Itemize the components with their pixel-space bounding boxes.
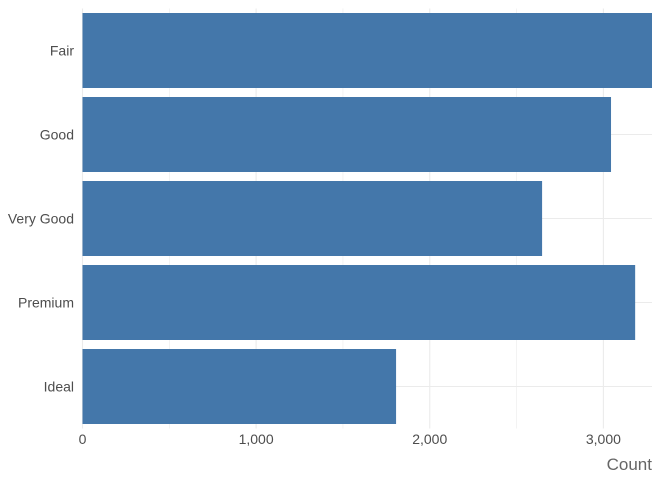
bar-good xyxy=(82,97,612,172)
x-tick-label: 0 xyxy=(79,431,87,447)
y-tick-label: Very Good xyxy=(8,211,74,227)
x-tick-labels: 0 1,000 2,000 3,000 xyxy=(79,431,622,447)
y-tick-label: Good xyxy=(40,127,74,143)
bar-very-good xyxy=(82,181,543,256)
x-tick-label: 1,000 xyxy=(239,431,274,447)
y-tick-labels: Fair Good Very Good Premium Ideal xyxy=(8,43,74,395)
x-tick-label: 2,000 xyxy=(412,431,447,447)
bar-premium xyxy=(82,265,636,340)
bar-fair xyxy=(82,13,652,88)
bars xyxy=(82,13,652,424)
x-axis-title: Count xyxy=(607,455,653,474)
y-tick-label: Premium xyxy=(18,295,74,311)
y-tick-label: Ideal xyxy=(44,379,74,395)
y-tick-label: Fair xyxy=(50,43,74,59)
x-tick-label: 3,000 xyxy=(586,431,621,447)
bar-ideal xyxy=(82,349,397,424)
